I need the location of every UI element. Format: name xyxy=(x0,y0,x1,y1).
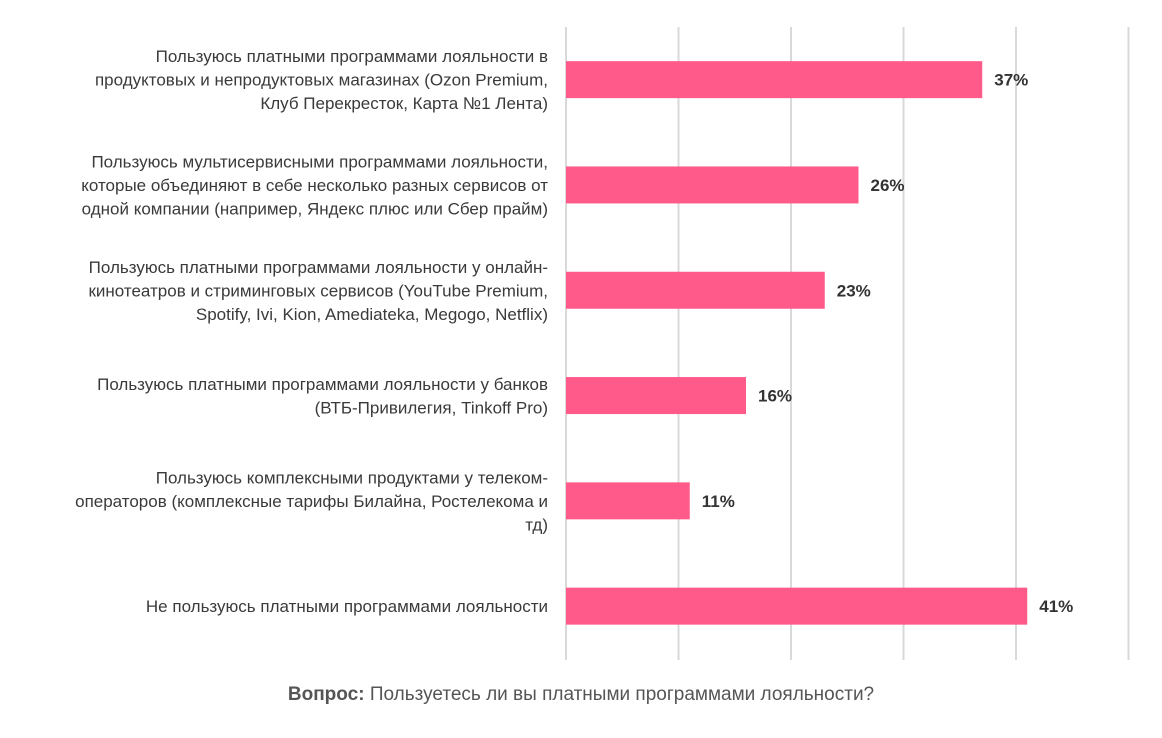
value-label-5: 41% xyxy=(1039,597,1073,616)
category-label-line: Пользуюсь комплексными продуктами у теле… xyxy=(156,468,548,487)
category-label-line: Пользуюсь платными программами лояльност… xyxy=(156,47,548,66)
category-label-line: Spotify, Ivi, Kion, Amediateka, Megogo, … xyxy=(196,305,548,324)
value-label-2: 23% xyxy=(837,281,871,300)
category-label-line: Не пользуюсь платными программами лояльн… xyxy=(146,597,548,616)
category-label-line: Пользуюсь платными программами лояльност… xyxy=(97,375,548,394)
bar-1 xyxy=(566,166,859,204)
category-label-line: тд) xyxy=(525,515,548,534)
question-text: Пользуетесь ли вы платными программами л… xyxy=(364,684,875,705)
value-label-3: 16% xyxy=(758,387,792,406)
bar-5 xyxy=(566,587,1028,625)
category-label-line: которые объединяют в себе несколько разн… xyxy=(81,176,548,195)
category-label-line: одной компании (например, Яндекс плюс ил… xyxy=(82,199,548,218)
category-label-0: Пользуюсь платными программами лояльност… xyxy=(95,47,548,113)
category-label-line: Пользуюсь мультисервисными программами л… xyxy=(91,152,548,171)
value-labels: 37% 26% 23% 16% 11% 41% xyxy=(702,71,1074,617)
category-label-line: (ВТБ-Привилегия, Tinkoff Pro) xyxy=(315,398,548,417)
value-label-4: 11% xyxy=(702,492,735,511)
category-label-1: Пользуюсь мультисервисными программами л… xyxy=(81,152,548,218)
bar-chart: Пользуюсь платными программами лояльност… xyxy=(75,27,1130,660)
category-labels: Пользуюсь платными программами лояльност… xyxy=(75,47,548,616)
bars xyxy=(566,61,1028,625)
category-label-line: кинотеатров и стриминговых сервисов (You… xyxy=(88,281,548,300)
bar-3 xyxy=(566,377,746,415)
question-prefix: Вопрос: xyxy=(287,684,365,705)
category-label-line: операторов (комплексные тарифы Билайна, … xyxy=(75,492,548,511)
category-label-line: Клуб Перекресток, Карта №1 Лента) xyxy=(260,94,548,113)
value-label-0: 37% xyxy=(994,71,1028,90)
category-label-3: Пользуюсь платными программами лояльност… xyxy=(97,375,548,418)
bar-4 xyxy=(566,482,690,520)
category-label-4: Пользуюсь комплексными продуктами у теле… xyxy=(75,468,548,534)
category-label-line: продуктовых и непродуктовых магазинах (O… xyxy=(95,71,548,90)
category-label-5: Не пользуюсь платными программами лояльн… xyxy=(146,597,548,616)
question-caption: Вопрос: Пользуетесь ли вы платными прогр… xyxy=(0,684,1162,706)
bar-2 xyxy=(566,271,825,309)
category-label-line: Пользуюсь платными программами лояльност… xyxy=(89,258,548,277)
bar-0 xyxy=(566,61,983,99)
category-label-2: Пользуюсь платными программами лояльност… xyxy=(88,258,548,324)
gridlines xyxy=(565,27,1130,660)
value-label-1: 26% xyxy=(871,176,905,195)
